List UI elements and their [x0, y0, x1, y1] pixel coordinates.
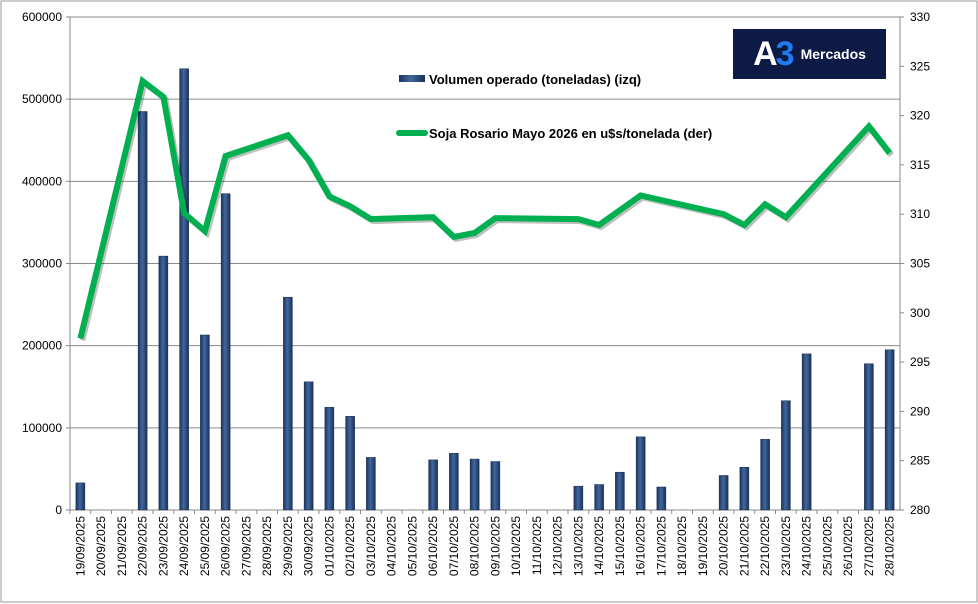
- right-tick-label: 315: [910, 158, 930, 172]
- x-tick-label: 01/10/2025: [322, 516, 336, 576]
- x-tick-label: 16/10/2025: [634, 516, 648, 576]
- x-tick-label: 05/10/2025: [405, 516, 419, 576]
- volume-bar: [366, 457, 376, 511]
- x-tick-label: 07/10/2025: [447, 516, 461, 576]
- x-tick-label: 12/10/2025: [551, 516, 565, 576]
- x-tick-label: 27/10/2025: [862, 516, 876, 576]
- x-tick-label: 17/10/2025: [654, 516, 668, 576]
- logo-3: 3: [775, 34, 795, 73]
- volume-bar: [801, 353, 812, 511]
- left-tick-label: 500000: [22, 92, 62, 106]
- right-tick-label: 300: [910, 306, 930, 320]
- right-tick-label: 285: [910, 454, 930, 468]
- x-tick-label: 22/09/2025: [136, 516, 150, 576]
- right-tick-label: 320: [910, 109, 930, 123]
- legend-bar-swatch: [399, 75, 425, 82]
- volume-bar: [158, 255, 169, 511]
- x-tick-label: 30/09/2025: [302, 516, 316, 576]
- x-tick-label: 13/10/2025: [571, 516, 585, 576]
- left-tick-label: 300000: [22, 257, 62, 271]
- logo-mark: A3: [753, 34, 795, 74]
- x-tick-label: 21/09/2025: [115, 516, 129, 576]
- x-tick-label: 03/10/2025: [364, 516, 378, 576]
- right-tick-label: 310: [910, 207, 930, 221]
- legend-volume-label: Volumen operado (toneladas) (izq): [429, 72, 641, 87]
- x-tick-label: 20/09/2025: [94, 516, 108, 576]
- right-tick-label: 280: [910, 503, 930, 517]
- x-tick-label: 29/09/2025: [281, 516, 295, 576]
- volume-bar: [635, 436, 646, 511]
- x-tick-label: 04/10/2025: [385, 516, 399, 576]
- x-tick-label: 27/09/2025: [239, 516, 253, 576]
- volume-bar: [75, 482, 86, 511]
- volume-bar: [573, 485, 584, 511]
- x-tick-label: 26/09/2025: [219, 516, 233, 576]
- right-tick-label: 330: [910, 10, 930, 24]
- x-tick-label: 23/09/2025: [156, 516, 170, 576]
- volume-bar: [345, 416, 355, 511]
- price-line: [77, 75, 892, 340]
- volume-bar: [864, 363, 874, 511]
- x-tick-label: 08/10/2025: [468, 516, 482, 576]
- right-tick-label: 295: [910, 355, 930, 369]
- x-tick-label: 25/10/2025: [820, 516, 834, 576]
- price-line-shadow: [79, 77, 894, 342]
- right-tick-label: 305: [910, 257, 930, 271]
- right-tick-label: 325: [910, 59, 930, 73]
- left-tick-label: 400000: [22, 174, 62, 188]
- x-tick-label: 20/10/2025: [717, 516, 731, 576]
- a3-mercados-logo: A3 Mercados: [733, 29, 886, 79]
- left-tick-label: 200000: [22, 339, 62, 353]
- x-tick-label: 26/10/2025: [841, 516, 855, 576]
- x-tick-label: 11/10/2025: [530, 516, 544, 575]
- volume-bar: [220, 193, 231, 511]
- x-tick-label: 23/10/2025: [779, 516, 793, 576]
- volume-bar: [760, 439, 770, 511]
- x-tick-label: 28/10/2025: [883, 516, 897, 576]
- x-tick-label: 15/10/2025: [613, 516, 627, 576]
- volume-bar: [200, 334, 210, 511]
- x-tick-label: 19/10/2025: [696, 516, 710, 576]
- volume-bar: [594, 484, 604, 511]
- left-tick-label: 0: [55, 503, 62, 517]
- volume-bar: [781, 400, 791, 511]
- x-tick-label: 25/09/2025: [198, 516, 212, 576]
- volume-bar: [490, 461, 501, 511]
- x-tick-label: 18/10/2025: [675, 516, 689, 576]
- left-tick-label: 100000: [22, 421, 62, 435]
- x-tick-label: 19/09/2025: [73, 516, 87, 576]
- volume-bar: [283, 296, 293, 511]
- logo-name: Mercados: [800, 46, 866, 62]
- x-tick-label: 02/10/2025: [343, 516, 357, 576]
- logo-a: A: [753, 34, 778, 73]
- x-tick-label: 09/10/2025: [488, 516, 502, 576]
- x-tick-label: 24/10/2025: [800, 516, 814, 576]
- x-tick-label: 06/10/2025: [426, 516, 440, 576]
- volume-bar: [656, 486, 667, 511]
- right-tick-label: 290: [910, 404, 930, 418]
- volume-bar: [137, 111, 148, 511]
- volume-bar: [179, 68, 189, 511]
- legend-price-label: Soja Rosario Mayo 2026 en u$s/tonelada (…: [429, 126, 712, 141]
- x-tick-label: 21/10/2025: [737, 516, 751, 576]
- volume-bar: [718, 475, 729, 511]
- volume-bar: [428, 459, 438, 511]
- left-tick-label: 600000: [22, 10, 62, 24]
- volume-bar: [324, 407, 335, 511]
- x-tick-label: 22/10/2025: [758, 516, 772, 576]
- volume-bar: [884, 349, 895, 511]
- volume-bar: [469, 458, 480, 511]
- volume-bar: [615, 471, 625, 511]
- volume-bar: [449, 453, 459, 511]
- volume-bar: [739, 467, 750, 511]
- x-tick-label: 28/09/2025: [260, 516, 274, 576]
- x-tick-label: 10/10/2025: [509, 516, 523, 576]
- volume-bar: [303, 381, 314, 511]
- x-tick-label: 24/09/2025: [177, 516, 191, 576]
- x-tick-label: 14/10/2025: [592, 516, 606, 576]
